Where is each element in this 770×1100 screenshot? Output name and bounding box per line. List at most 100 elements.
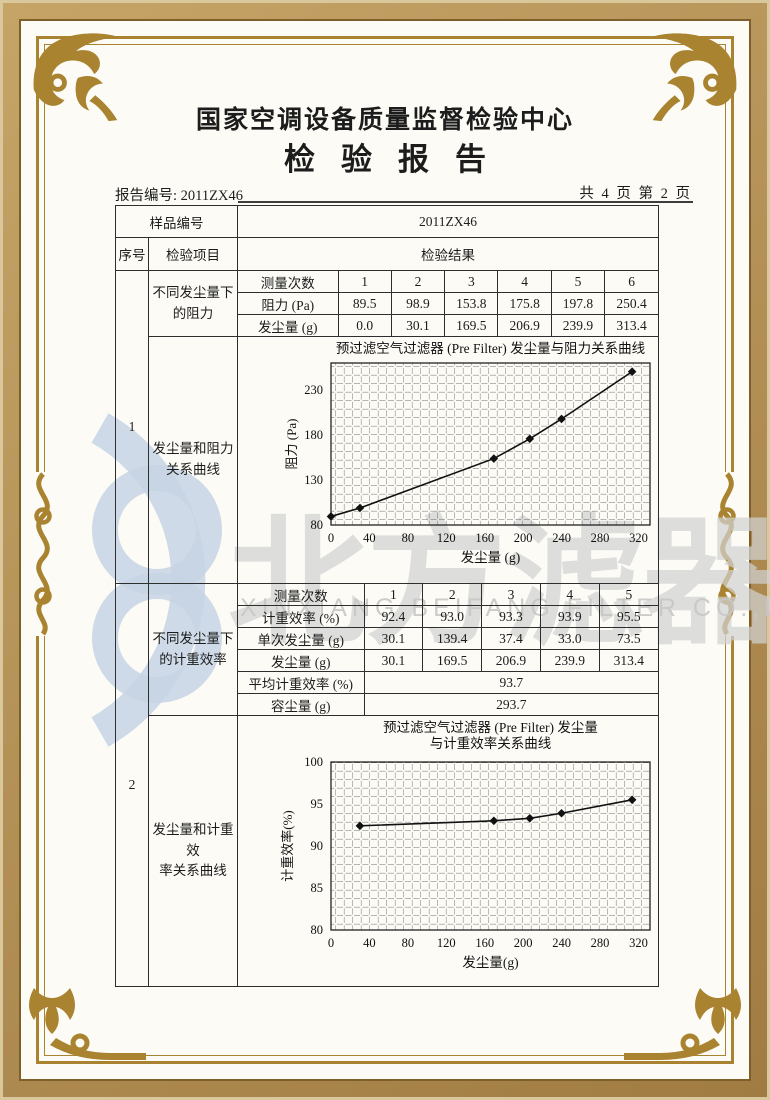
y-tick-label: 85	[311, 881, 324, 895]
x-axis-label: 发尘量(g)	[462, 955, 518, 970]
measurement-value: 3	[444, 270, 499, 293]
measurement-row-label: 发尘量 (g)	[237, 649, 365, 672]
x-tick-label: 240	[552, 531, 571, 545]
x-tick-label: 40	[363, 531, 376, 545]
chart-title: 预过滤空气过滤器 (Pre Filter) 发尘量	[383, 720, 598, 735]
section2-chart-row: 发尘量和计重效 率关系曲线 80 85 90 95 100 0 40 80 120 160 200 2…	[116, 715, 659, 987]
measurement-merged-value: 293.7	[363, 693, 659, 716]
efficiency-chart: 80 85 90 95 100 0 40 80 120 160 200 240 280 320 预过滤空气过…	[280, 720, 651, 970]
measurement-merged-value: 93.7	[363, 671, 659, 694]
measurement-value: 206.9	[497, 314, 552, 337]
section2-item-bottom: 发尘量和计重效 率关系曲线	[148, 715, 238, 987]
report-title: 检验报告	[284, 142, 512, 177]
measurement-value: 4	[539, 583, 600, 606]
sample-label: 样品编号	[115, 205, 238, 238]
measurement-value: 93.0	[422, 605, 483, 628]
page-info: 共 4 页 第 2 页	[579, 186, 692, 202]
data-point-marker	[355, 821, 365, 831]
measurement-value: 1	[363, 583, 424, 606]
sample-row: 样品编号 2011ZX46	[115, 205, 659, 238]
measurement-value: 3	[481, 583, 541, 606]
y-tick-label: 95	[311, 797, 324, 811]
measurement-value: 73.5	[598, 627, 659, 650]
measurement-value: 33.0	[539, 627, 600, 650]
x-tick-label: 0	[328, 936, 334, 950]
sample-value: 2011ZX46	[237, 205, 659, 238]
measurement-value: 5	[550, 270, 606, 293]
measurement-row: 计重效率 (%) 92.4 93.0 93.3 93.9 95.5	[237, 605, 659, 628]
measurement-row-label: 阻力 (Pa)	[237, 292, 339, 315]
measurement-row: 平均计重效率 (%) 93.7	[237, 671, 659, 694]
measurement-row: 发尘量 (g) 0.0 30.1 169.5 206.9 239.9 313.4	[237, 314, 659, 337]
section2-data-row: 2 不同发尘量下 的计重效率 测量次数 1 2 3 4 5 计重效率 (%) 92.4 93.0…	[115, 583, 659, 987]
measurement-value: 169.5	[422, 649, 483, 672]
measurement-value: 37.4	[481, 627, 541, 650]
measurement-row-label: 单次发尘量 (g)	[237, 627, 365, 650]
x-axis-label: 发尘量 (g)	[461, 550, 521, 565]
x-tick-label: 200	[514, 531, 533, 545]
measurement-value: 98.9	[390, 292, 446, 315]
measurement-row-label: 发尘量 (g)	[237, 314, 339, 337]
data-point-marker	[489, 816, 499, 826]
y-axis-label: 计重效率(%)	[280, 810, 295, 882]
col-header-seq: 序号	[115, 237, 149, 271]
measurement-value: 30.1	[390, 314, 446, 337]
measurement-value: 2	[390, 270, 446, 293]
y-tick-label: 90	[311, 839, 324, 853]
y-tick-label: 130	[304, 473, 323, 487]
measurement-row-label: 容尘量 (g)	[237, 693, 365, 716]
section1-data-row: 1 不同发尘量下 的阻力 测量次数 1 2 3 4 5 6 阻力 (Pa) 89.5 98.9 15…	[115, 270, 659, 584]
measurement-value: 30.1	[363, 649, 424, 672]
measurement-value: 239.9	[550, 314, 606, 337]
x-tick-label: 120	[437, 531, 456, 545]
measurement-value: 313.4	[598, 649, 659, 672]
measurement-value: 92.4	[363, 605, 424, 628]
x-tick-label: 0	[328, 531, 334, 545]
data-point-marker	[525, 434, 535, 444]
measurement-row: 阻力 (Pa) 89.5 98.9 153.8 175.8 197.8 250.4	[237, 292, 659, 315]
y-tick-label: 230	[304, 383, 323, 397]
org-title: 国家空调设备质量监督检验中心	[195, 106, 574, 134]
measurement-row: 容尘量 (g) 293.7	[237, 693, 659, 716]
table-header-row: 序号 检验项目 检验结果	[115, 237, 659, 271]
measurement-value: 89.5	[337, 292, 392, 315]
efficiency-chart-container: 80 85 90 95 100 0 40 80 120 160 200 240 280 320 预过滤空气过…	[238, 716, 658, 986]
data-point-marker	[627, 795, 637, 805]
measurement-value: 95.5	[598, 605, 659, 628]
resistance-chart: 80 130 180 230 0 40 80 120 160 200 240 280 320 预过滤空气过…	[284, 341, 651, 565]
data-line	[330, 370, 633, 518]
measurement-value: 5	[598, 583, 659, 606]
x-tick-label: 160	[475, 531, 494, 545]
x-tick-label: 160	[475, 936, 494, 950]
report-number: 报告编号: 2011ZX46	[115, 188, 243, 204]
section2-seq: 2	[115, 583, 149, 987]
measurement-value: 169.5	[444, 314, 499, 337]
measurement-value: 313.4	[604, 314, 659, 337]
x-tick-label: 80	[402, 936, 415, 950]
header-rule	[238, 201, 693, 203]
data-point-marker	[355, 503, 365, 513]
measurement-value: 93.9	[539, 605, 600, 628]
x-tick-label: 320	[629, 531, 648, 545]
x-tick-label: 120	[437, 936, 456, 950]
measurement-row-label: 测量次数	[237, 270, 339, 293]
y-tick-label: 180	[304, 428, 323, 442]
measurement-value: 250.4	[604, 292, 659, 315]
x-tick-label: 200	[514, 936, 533, 950]
measurement-row-label: 测量次数	[237, 583, 365, 606]
chart-title: 预过滤空气过滤器 (Pre Filter) 发尘量与阻力关系曲线	[336, 341, 645, 356]
measurement-value: 0.0	[337, 314, 392, 337]
col-header-result: 检验结果	[237, 237, 659, 271]
measurement-value: 239.9	[539, 649, 600, 672]
x-tick-label: 320	[629, 936, 648, 950]
efficiency-data-table: 测量次数 1 2 3 4 5 计重效率 (%) 92.4 93.0 93.3 93.9 95.5 单次发…	[237, 583, 659, 716]
measurement-value: 206.9	[481, 649, 541, 672]
measurement-value: 6	[604, 270, 659, 293]
measurement-row: 测量次数 1 2 3 4 5	[237, 583, 659, 606]
data-point-marker	[326, 512, 336, 521]
y-tick-label: 80	[311, 923, 324, 937]
measurement-row: 测量次数 1 2 3 4 5 6	[237, 270, 659, 293]
measurement-row-label: 平均计重效率 (%)	[237, 671, 365, 694]
measurement-value: 175.8	[497, 292, 552, 315]
